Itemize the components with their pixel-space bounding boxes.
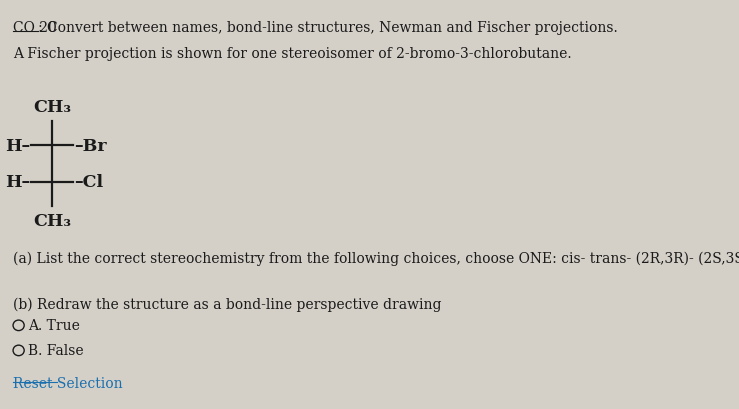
- Text: (b) Redraw the structure as a bond-line perspective drawing: (b) Redraw the structure as a bond-line …: [13, 297, 442, 312]
- Text: –Br: –Br: [74, 137, 106, 155]
- Text: –Cl: –Cl: [74, 174, 103, 191]
- Text: CH₃: CH₃: [33, 99, 71, 116]
- Text: CH₃: CH₃: [33, 212, 71, 229]
- Text: Reset Selection: Reset Selection: [13, 376, 123, 390]
- Text: : Convert between names, bond-line structures, Newman and Fischer projections.: : Convert between names, bond-line struc…: [38, 21, 618, 35]
- Text: A. True: A. True: [27, 319, 80, 333]
- Text: H–: H–: [5, 174, 30, 191]
- Text: (a) List the correct stereochemistry from the following choices, choose ONE: cis: (a) List the correct stereochemistry fro…: [13, 251, 739, 265]
- Text: A Fischer projection is shown for one stereoisomer of 2-bromo-3-chlorobutane.: A Fischer projection is shown for one st…: [13, 47, 572, 61]
- Text: CO 20: CO 20: [13, 21, 57, 35]
- Text: H–: H–: [5, 137, 30, 155]
- Text: B. False: B. False: [27, 344, 84, 357]
